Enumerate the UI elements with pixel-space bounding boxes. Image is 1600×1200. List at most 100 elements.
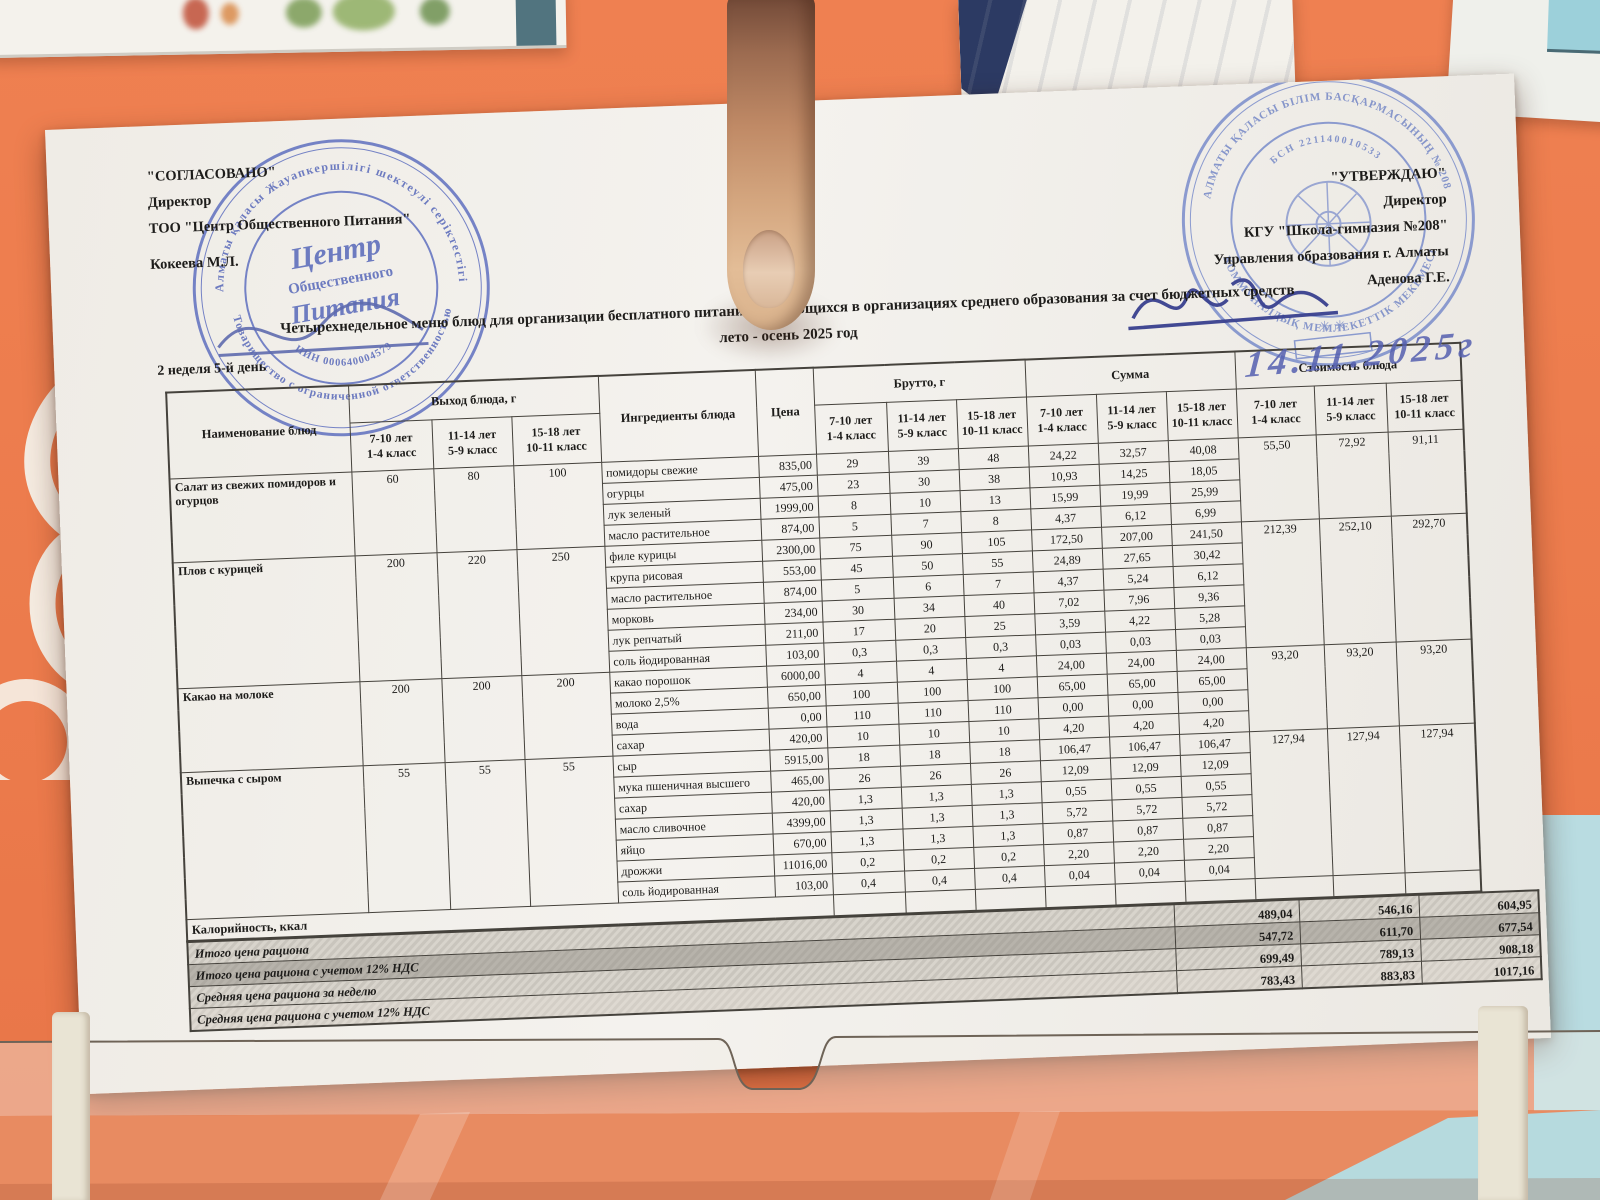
brutto-cell: 18	[899, 742, 970, 767]
brutto-cell: 1,3	[901, 805, 973, 830]
dish-cost-cell: 93,20	[1245, 644, 1327, 732]
price-cell: 420,00	[770, 789, 830, 814]
age-col-header: 11-14 лет 5-9 класс	[431, 416, 514, 469]
price-cell: 2300,00	[761, 538, 821, 562]
summa-cell: 241,50	[1170, 521, 1242, 546]
summary-value-cell: 783,43	[1176, 965, 1302, 994]
brutto-cell: 90	[891, 532, 962, 557]
artwork-green-blob	[419, 0, 451, 26]
summa-cell: 0,87	[1042, 821, 1114, 845]
price-cell: 465,00	[770, 768, 829, 793]
summa-cell: 0,04	[1113, 860, 1185, 884]
price-cell: 11016,00	[773, 852, 833, 877]
brutto-cell: 0,2	[903, 847, 975, 872]
brutto-cell: 1,3	[972, 823, 1044, 848]
summa-cell: 7,02	[1033, 590, 1105, 614]
summa-cell: 5,28	[1174, 605, 1245, 630]
dish-name-cell: Выпечка с сыром	[180, 765, 369, 920]
summa-cell: 0,00	[1037, 695, 1109, 719]
price-cell: 475,00	[758, 475, 818, 499]
price-cell: 103,00	[765, 643, 825, 667]
brutto-cell: 0,3	[965, 634, 1036, 659]
summa-cell: 25,99	[1169, 479, 1241, 504]
yield-cell: 100	[513, 462, 605, 550]
dish-cost-cell: 127,94	[1326, 725, 1405, 876]
brutto-cell: 23	[816, 472, 890, 497]
age-col-header: 7-10 лет 1-4 класс	[1025, 394, 1098, 447]
brutto-cell: 0,2	[831, 850, 905, 874]
class-range: 5-9 класс	[897, 424, 948, 441]
summa-cell: 0,04	[1183, 857, 1255, 882]
class-range: 10-11 класс	[961, 421, 1023, 439]
age-col-header: 7-10 лет 1-4 класс	[349, 419, 434, 472]
brutto-cell: 1,3	[902, 826, 974, 851]
dish-cost-cell: 93,20	[1395, 639, 1475, 726]
blue-frame-corner	[1547, 0, 1600, 55]
price-cell: 234,00	[763, 601, 823, 625]
brutto-cell: 1,3	[970, 781, 1042, 806]
summa-cell: 12,09	[1179, 752, 1251, 777]
holder-post-left	[52, 1012, 90, 1200]
class-range: 10-11 класс	[1171, 413, 1233, 430]
menu-table: Наименование блюд Выход блюда, г Ингреди…	[165, 341, 1483, 943]
age-col-header: 7-10 лет 1-4 класс	[814, 402, 888, 455]
price-cell: 650,00	[766, 684, 826, 709]
brutto-cell: 75	[819, 535, 892, 560]
brutto-cell: 10	[889, 490, 961, 515]
dish-cost-cell: 127,94	[1398, 723, 1481, 873]
price-cell: 874,00	[762, 580, 822, 604]
brutto-cell: 26	[969, 760, 1041, 785]
yield-cell: 80	[433, 465, 517, 553]
summa-cell: 4,20	[1038, 716, 1110, 740]
brutto-cell: 10	[826, 724, 900, 748]
summa-cell: 5,72	[1181, 794, 1253, 819]
brutto-cell: 13	[959, 487, 1031, 512]
brutto-cell: 0,3	[895, 637, 966, 662]
brutto-cell: 4	[824, 661, 897, 685]
artwork-red-blob	[182, 0, 210, 30]
brutto-cell: 100	[824, 682, 898, 706]
empty-cell	[1184, 878, 1256, 903]
svg-text:БСН 221140010533: БСН 221140010533	[1267, 132, 1384, 167]
age-col-header: 7-10 лет 1-4 класс	[1235, 385, 1316, 438]
brutto-cell: 50	[891, 553, 963, 578]
brutto-cell: 1,3	[971, 802, 1043, 827]
brutto-cell: 110	[967, 697, 1039, 722]
summa-cell: 40,08	[1167, 437, 1239, 462]
summa-cell: 6,12	[1172, 563, 1244, 588]
dish-cost-cell: 212,39	[1240, 518, 1324, 648]
summa-cell: 0,87	[1182, 815, 1254, 840]
summa-cell: 65,00	[1176, 668, 1248, 693]
summa-cell: 0,87	[1112, 818, 1184, 843]
class-range: 5-9 класс	[447, 441, 498, 458]
summa-cell: 4,20	[1178, 710, 1249, 735]
brutto-cell: 39	[887, 448, 959, 473]
age-col-header: 15-18 лет 10-11 класс	[1165, 388, 1238, 441]
summa-cell: 0,55	[1040, 779, 1112, 803]
menu-document-paper: Алматы қаласы Жауапкершілігі шектеулі се…	[45, 73, 1551, 1095]
brutto-cell: 45	[820, 556, 893, 581]
summa-cell: 24,89	[1031, 548, 1103, 572]
brutto-cell: 100	[966, 676, 1038, 701]
brutto-cell: 38	[958, 466, 1030, 491]
summa-cell: 3,59	[1034, 611, 1106, 635]
menu-tables: Наименование блюд Выход блюда, г Ингреди…	[165, 340, 1543, 1033]
class-range: 1-4 класс	[1251, 411, 1301, 427]
summa-cell: 5,72	[1111, 797, 1183, 822]
brutto-cell: 10	[968, 718, 1040, 743]
finger	[727, 0, 815, 330]
summa-cell: 6,99	[1170, 500, 1241, 525]
brutto-cell: 40	[963, 592, 1035, 617]
empty-cell	[904, 889, 976, 914]
summa-cell: 30,42	[1171, 542, 1243, 567]
stamp-emblem	[1285, 180, 1372, 267]
summa-cell: 24,22	[1027, 443, 1099, 467]
yield-cell: 60	[351, 468, 437, 556]
signature-left	[217, 301, 429, 357]
summary-value-cell: 1017,16	[1420, 956, 1542, 984]
brutto-cell: 30	[821, 598, 895, 623]
dish-cost-cell: 91,11	[1387, 429, 1467, 517]
stamp-ribbon	[1293, 331, 1373, 360]
summa-cell: 172,50	[1031, 527, 1102, 551]
